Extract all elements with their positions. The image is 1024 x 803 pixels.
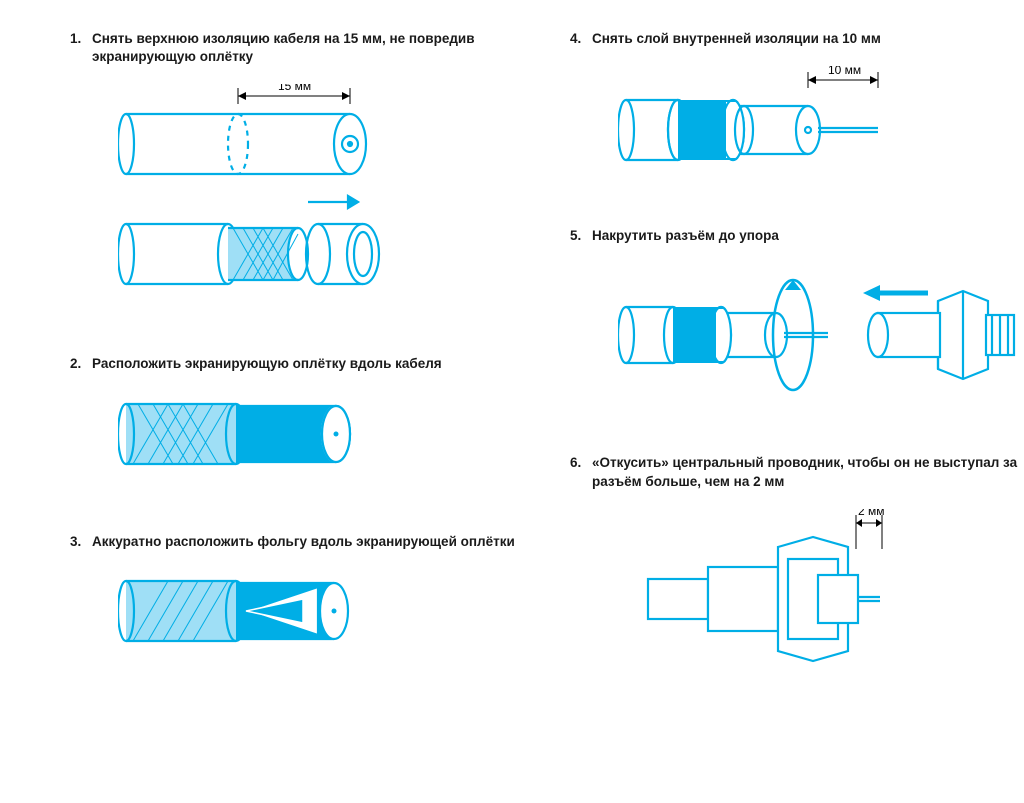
step-4-title: 4. Снять слой внутренней изоляции на 10 … bbox=[570, 30, 1024, 48]
step-5-num: 5. bbox=[570, 227, 592, 245]
step-3-title: 3. Аккуратно расположить фольгу вдоль эк… bbox=[70, 533, 540, 551]
step-5-title: 5. Накрутить разъём до упора bbox=[570, 227, 1024, 245]
instruction-page: 1. Снять верхнюю изоляцию кабеля на 15 м… bbox=[0, 0, 1024, 803]
step-2-num: 2. bbox=[70, 355, 92, 373]
right-column: 4. Снять слой внутренней изоляции на 10 … bbox=[570, 30, 1024, 730]
step-6-num: 6. bbox=[570, 454, 592, 490]
step-2-figure bbox=[118, 392, 540, 487]
step-6-svg: 2 мм bbox=[618, 509, 958, 679]
step-3-text: Аккуратно расположить фольгу вдоль экран… bbox=[92, 533, 540, 551]
step-5-figure bbox=[618, 263, 1024, 408]
step-1-title: 1. Снять верхнюю изоляцию кабеля на 15 м… bbox=[70, 30, 540, 66]
step-3: 3. Аккуратно расположить фольгу вдоль эк… bbox=[70, 533, 540, 664]
step-3-num: 3. bbox=[70, 533, 92, 551]
step-4: 4. Снять слой внутренней изоляции на 10 … bbox=[570, 30, 1024, 181]
step-6-text: «Откусить» центральный проводник, чтобы … bbox=[592, 454, 1024, 490]
step-6: 6. «Откусить» центральный проводник, что… bbox=[570, 454, 1024, 683]
step-6-dim: 2 мм bbox=[858, 509, 885, 518]
step-1-dim: 15 мм bbox=[278, 84, 311, 93]
step-1-text: Снять верхнюю изоляцию кабеля на 15 мм, … bbox=[92, 30, 540, 66]
step-3-figure bbox=[118, 569, 540, 664]
step-4-num: 4. bbox=[570, 30, 592, 48]
step-1-figure: 15 мм bbox=[118, 84, 540, 309]
step-1-num: 1. bbox=[70, 30, 92, 66]
step-5: 5. Накрутить разъём до упора bbox=[570, 227, 1024, 408]
step-2-title: 2. Расположить экранирующую оплётку вдол… bbox=[70, 355, 540, 373]
step-5-svg bbox=[618, 263, 1018, 403]
step-4-dim: 10 мм bbox=[828, 66, 861, 77]
step-4-text: Снять слой внутренней изоляции на 10 мм bbox=[592, 30, 1024, 48]
step-2-text: Расположить экранирующую оплётку вдоль к… bbox=[92, 355, 540, 373]
step-1: 1. Снять верхнюю изоляцию кабеля на 15 м… bbox=[70, 30, 540, 309]
step-5-text: Накрутить разъём до упора bbox=[592, 227, 1024, 245]
step-1-svg: 15 мм bbox=[118, 84, 418, 304]
step-2: 2. Расположить экранирующую оплётку вдол… bbox=[70, 355, 540, 486]
step-3-svg bbox=[118, 569, 418, 659]
step-2-svg bbox=[118, 392, 418, 482]
step-4-figure: 10 мм bbox=[618, 66, 1024, 181]
step-6-title: 6. «Откусить» центральный проводник, что… bbox=[570, 454, 1024, 490]
step-4-svg: 10 мм bbox=[618, 66, 958, 176]
step-6-figure: 2 мм bbox=[618, 509, 1024, 684]
left-column: 1. Снять верхнюю изоляцию кабеля на 15 м… bbox=[70, 30, 540, 710]
